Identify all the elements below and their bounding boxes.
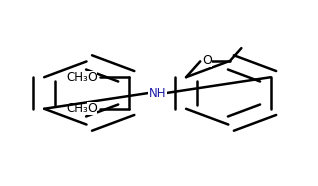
Text: NH: NH xyxy=(149,86,166,100)
Text: CH₃: CH₃ xyxy=(67,70,88,84)
Text: O: O xyxy=(87,102,97,115)
Text: O: O xyxy=(202,54,212,67)
Text: O: O xyxy=(87,70,97,84)
Text: CH₃: CH₃ xyxy=(67,102,88,115)
